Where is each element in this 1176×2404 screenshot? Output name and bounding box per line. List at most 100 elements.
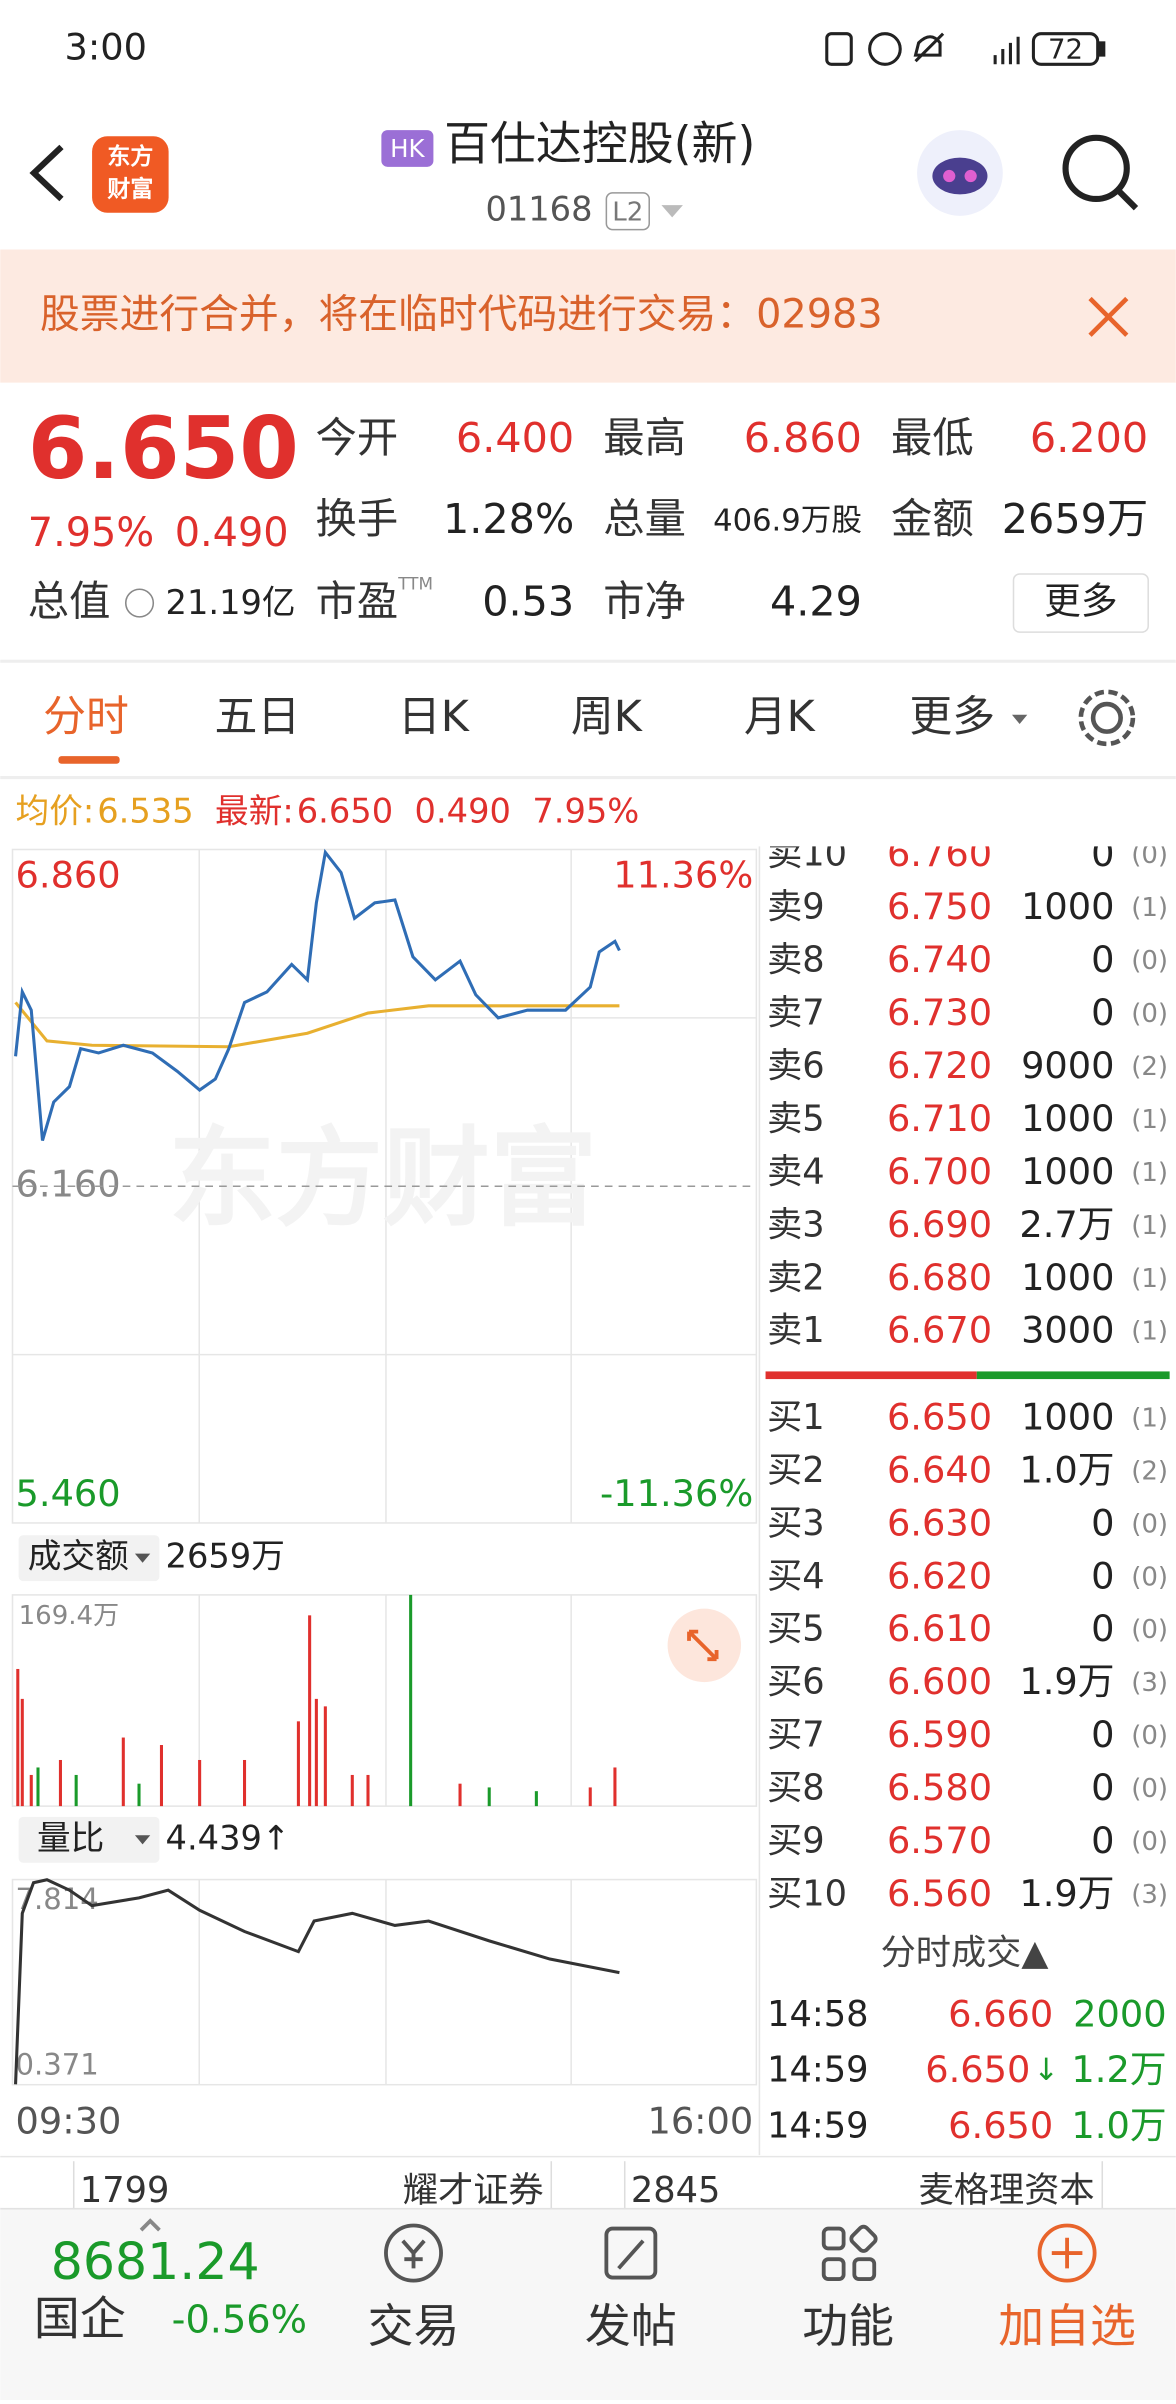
nav-icons[interactable] [139, 2218, 1097, 2283]
pct-label: -11.36% [600, 1472, 753, 1515]
book-label: 卖10 [767, 834, 847, 875]
volume-bar [323, 1706, 327, 1807]
assistant-avatar[interactable] [917, 130, 1003, 216]
x-tick-label: 16:00 [647, 2099, 753, 2142]
tab[interactable]: 五日 [215, 692, 301, 742]
volume-bar [29, 1774, 33, 1807]
tab[interactable]: 日K [398, 692, 470, 742]
back-button[interactable] [29, 144, 64, 202]
volume-bar [366, 1774, 370, 1807]
bottom-nav-bg [0, 2208, 1176, 2400]
book-volume: 3000 [1021, 1309, 1114, 1352]
book-price: 6.650 [887, 1395, 992, 1438]
book-price: 6.640 [887, 1448, 992, 1491]
volume-total: 2659万 [166, 1537, 285, 1576]
tab[interactable]: 更多 [909, 692, 995, 742]
book-volume: 0 [1091, 1607, 1114, 1650]
trade-price: 6.650 [948, 2104, 1053, 2147]
book-volume: 1.9万 [1019, 1872, 1114, 1915]
search-button[interactable] [1062, 134, 1139, 211]
book-price: 6.560 [887, 1872, 992, 1915]
tab-dropdown[interactable] [1011, 714, 1028, 724]
book-volume: 0 [1091, 1819, 1114, 1862]
nav-item[interactable]: 发帖 [585, 2299, 677, 2353]
nav-item[interactable]: 加自选 [998, 2299, 1136, 2353]
stat-value: 6.200 [1030, 414, 1148, 462]
stat-label: 总值 [28, 578, 111, 626]
bid-bar [976, 1371, 1170, 1380]
book-count: (0) [1131, 1562, 1168, 1592]
volume-bar [20, 1698, 24, 1807]
y-tick-label: 5.460 [16, 1472, 121, 1515]
book-volume: 2.7万 [1019, 1203, 1114, 1246]
ratio-selector[interactable] [18, 1816, 160, 1863]
book-label: 买1 [767, 1397, 825, 1438]
nav-item[interactable]: 交易 [368, 2299, 460, 2353]
book-price: 6.570 [887, 1819, 992, 1862]
book-count: (3) [1131, 1880, 1168, 1910]
expand-button[interactable] [667, 1608, 742, 1683]
tab[interactable]: 月K [744, 692, 816, 742]
book-price: 6.760 [887, 832, 992, 875]
volume-bar [36, 1767, 40, 1807]
book-label: 卖1 [767, 1310, 825, 1351]
volume-bar [58, 1759, 62, 1807]
book-count: (3) [1131, 1668, 1168, 1698]
book-volume: 0 [1091, 1501, 1114, 1544]
chart-frames [11, 846, 761, 2156]
ask-bar [765, 1371, 977, 1380]
trade-time: 14:59 [767, 2106, 868, 2147]
book-price: 6.700 [887, 1150, 992, 1193]
book-label: 买6 [767, 1662, 825, 1703]
ratio-current: 4.439↑ [166, 1818, 291, 1857]
y-tick-label: 6.160 [16, 1163, 121, 1206]
book-label: 卖2 [767, 1257, 825, 1298]
book-label: 卖7 [767, 992, 825, 1033]
book-label: 买4 [767, 1556, 825, 1597]
book-label: 买9 [767, 1821, 825, 1862]
book-label: 卖6 [767, 1045, 825, 1086]
stock-name: 百仕达控股(新) [444, 116, 755, 170]
volume-selector[interactable] [18, 1535, 160, 1582]
trades-title: 分时成交▲ [881, 1933, 1049, 1974]
book-label: 买10 [767, 1874, 847, 1915]
book-volume: 0 [1091, 1713, 1114, 1756]
stat-label: 最高 [603, 414, 686, 462]
trade-time: 14:58 [767, 1994, 868, 2035]
book-label: 卖3 [767, 1204, 825, 1245]
chart-info: 6.535 [97, 791, 193, 830]
more-button[interactable] [1012, 573, 1149, 633]
tab[interactable]: 分时 [43, 692, 129, 742]
logo [92, 136, 169, 213]
last-price: 6.650 [28, 399, 299, 499]
dropdown [134, 1835, 151, 1845]
book-volume: 1000 [1021, 1395, 1114, 1438]
market-badge-text: HK [390, 134, 425, 163]
close-notice[interactable] [1088, 296, 1129, 337]
ratio-label: 量比 [37, 1818, 104, 1857]
book-volume: 0 [1091, 832, 1114, 875]
settings-button[interactable] [1078, 689, 1136, 747]
volume-bar [487, 1787, 491, 1807]
stat-value: 1.28% [443, 495, 574, 543]
book-price: 6.580 [887, 1766, 992, 1809]
book-volume: 0 [1091, 1766, 1114, 1809]
trade-arrow: ↓ [1033, 2053, 1059, 2088]
code-dropdown[interactable] [661, 205, 683, 218]
chart-info: 0.490 [415, 791, 511, 830]
tab-underline [58, 756, 120, 764]
chart-info: 最新: [215, 791, 294, 830]
trade-price: 6.650 [925, 2048, 1030, 2091]
change: 0.490 [175, 510, 289, 556]
index-value: 8681.24 [51, 2232, 260, 2291]
nav-item[interactable]: 功能 [802, 2299, 894, 2353]
volume-bar [308, 1615, 312, 1807]
book-volume: 0 [1091, 1554, 1114, 1597]
logo-text: 东方 [107, 143, 153, 170]
tab[interactable]: 周K [571, 692, 643, 742]
book-count: (0) [1131, 1509, 1168, 1539]
book-count: (0) [1131, 1721, 1168, 1751]
level-badge [605, 192, 650, 231]
volume-bar [314, 1698, 318, 1807]
stat-sup: TTM [397, 574, 433, 594]
